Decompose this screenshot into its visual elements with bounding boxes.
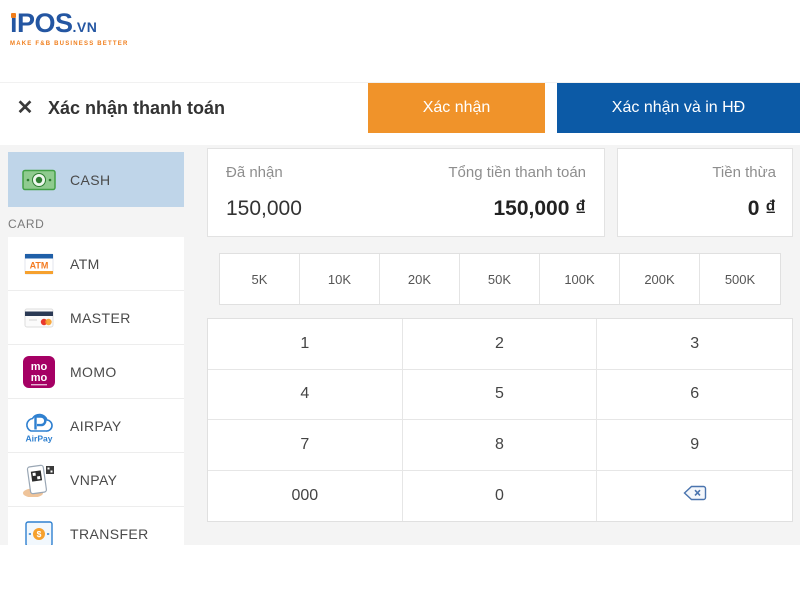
confirm-print-button[interactable]: Xác nhận và in HĐ	[557, 83, 800, 133]
payment-method-master[interactable]: MASTER	[8, 291, 184, 345]
ipos-logo-wordmark: ıPOS.vn	[10, 8, 98, 38]
momo-icon: mo mo	[20, 355, 58, 389]
amount-summary-row: Đã nhận Tổng tiền thanh toán 150,000 150…	[207, 148, 793, 237]
received-total-panel: Đã nhận Tổng tiền thanh toán 150,000 150…	[207, 148, 605, 237]
received-label: Đã nhận	[226, 164, 283, 181]
payment-method-cash[interactable]: CASH	[8, 152, 184, 207]
numpad-key-1[interactable]: 1	[208, 319, 403, 370]
payment-method-vnpay[interactable]: VNPAY	[8, 453, 184, 507]
payment-content: CASH CARD ATM ATM	[0, 145, 800, 545]
quick-amount-5k[interactable]: 5K	[220, 254, 300, 304]
change-label: Tiền thừa	[712, 164, 776, 181]
payment-method-momo[interactable]: mo mo MOMO	[8, 345, 184, 399]
payment-method-atm[interactable]: ATM ATM	[8, 237, 184, 291]
payment-method-label: ATM	[70, 255, 100, 272]
payment-method-airpay[interactable]: AirPay AIRPAY	[8, 399, 184, 453]
payment-method-sidebar: CASH CARD ATM ATM	[8, 152, 184, 545]
svg-text:mo: mo	[31, 361, 48, 373]
payment-method-label: CASH	[70, 171, 111, 188]
numpad: 1 2 3 4 5 6 7 8 9 000 0	[207, 318, 793, 522]
backspace-icon	[683, 485, 707, 506]
received-value: 150,000	[226, 197, 302, 220]
quick-amount-200k[interactable]: 200K	[620, 254, 700, 304]
atm-card-icon: ATM	[20, 251, 58, 277]
airpay-icon: AirPay	[20, 408, 58, 444]
vnpay-icon	[20, 463, 58, 497]
numpad-key-2[interactable]: 2	[402, 319, 598, 370]
numpad-key-9[interactable]: 9	[597, 420, 792, 471]
svg-text:$: $	[37, 529, 42, 539]
svg-text:AirPay: AirPay	[26, 433, 53, 443]
payment-main: Đã nhận Tổng tiền thanh toán 150,000 150…	[207, 148, 793, 522]
quick-amount-100k[interactable]: 100K	[540, 254, 620, 304]
payment-method-label: AIRPAY	[70, 417, 122, 434]
payment-title-bar: ✕ Xác nhận thanh toán Xác nhận Xác nhận …	[0, 82, 800, 133]
top-bar: ıPOS.vn MAKE F&B BUSINESS BETTER	[0, 0, 800, 82]
change-value: 0 ₫	[747, 197, 776, 220]
cash-icon	[20, 168, 58, 192]
payment-method-label: VNPAY	[70, 471, 118, 488]
payment-method-label: TRANSFER	[70, 525, 149, 542]
payment-method-label: MOMO	[70, 363, 117, 380]
close-icon[interactable]: ✕	[16, 97, 34, 119]
mastercard-icon	[20, 305, 58, 331]
quick-amount-20k[interactable]: 20K	[380, 254, 460, 304]
quick-amount-500k[interactable]: 500K	[724, 271, 756, 287]
numpad-key-6[interactable]: 6	[597, 370, 792, 420]
quick-amount-row: 5K 10K 20K 50K 100K 200K 500K	[219, 253, 781, 305]
quick-amount-10k[interactable]: 10K	[300, 254, 380, 304]
total-value: 150,000 ₫	[493, 197, 586, 220]
numpad-key-4[interactable]: 4	[208, 369, 403, 420]
numpad-key-3[interactable]: 3	[597, 319, 792, 370]
change-panel: Tiền thừa 0 ₫	[617, 148, 793, 237]
numpad-key-0[interactable]: 0	[403, 470, 598, 521]
ipos-logo: ıPOS.vn MAKE F&B BUSINESS BETTER	[10, 8, 129, 48]
ipos-logo-tagline: MAKE F&B BUSINESS BETTER	[10, 41, 129, 47]
svg-text:mo: mo	[31, 372, 48, 384]
numpad-key-000[interactable]: 000	[208, 470, 403, 521]
card-section-label: CARD	[8, 217, 45, 231]
numpad-key-5[interactable]: 5	[402, 369, 598, 420]
payment-method-transfer[interactable]: $ TRANSFER	[8, 507, 184, 545]
page-title: Xác nhận thanh toán	[48, 98, 226, 118]
numpad-key-8[interactable]: 8	[402, 420, 598, 471]
numpad-key-7[interactable]: 7	[208, 420, 403, 471]
payment-method-label: MASTER	[70, 309, 131, 326]
quick-amount-50k[interactable]: 50K	[460, 254, 540, 304]
numpad-key-backspace[interactable]	[597, 471, 792, 522]
svg-text:ATM: ATM	[30, 260, 49, 270]
total-label: Tổng tiền thanh toán	[448, 164, 586, 181]
transfer-icon: $	[20, 519, 58, 545]
confirm-button[interactable]: Xác nhận	[368, 83, 545, 133]
